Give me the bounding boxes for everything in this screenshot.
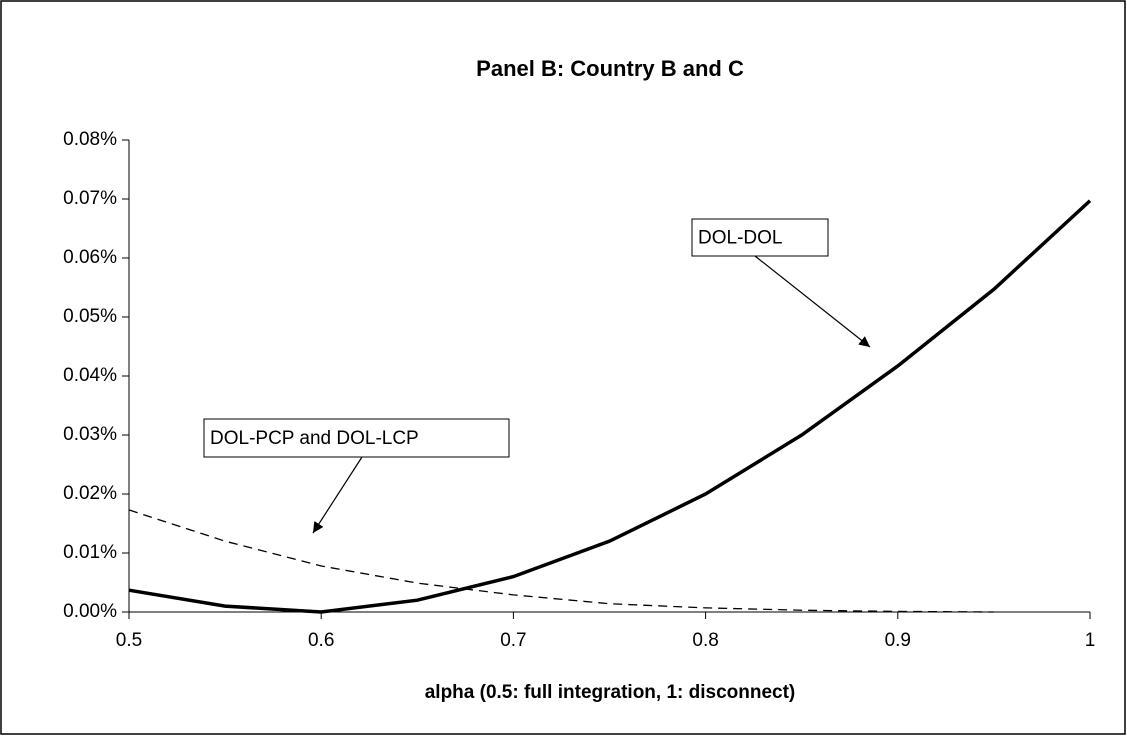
- y-tick-label: 0.03%: [63, 424, 117, 445]
- annotation-arrow: [754, 255, 871, 348]
- annotation-box: [203, 418, 510, 458]
- annotation-box: [691, 218, 829, 257]
- x-tick-label: 1: [1085, 630, 1096, 651]
- y-tick-label: 0.04%: [63, 365, 117, 386]
- series-line: [128, 509, 994, 613]
- x-tick-label: 0.7: [500, 630, 526, 651]
- x-tick-label: 0.8: [692, 630, 718, 651]
- series-annotation: DOL-DOL: [698, 228, 782, 249]
- series-line: [128, 199, 1092, 614]
- y-tick-label: 0.08%: [63, 129, 117, 150]
- chart-title: Panel B: Country B and C: [476, 56, 744, 81]
- y-tick-label: 0.07%: [63, 188, 117, 209]
- y-tick-label: 0.01%: [63, 542, 117, 563]
- y-tick-label: 0.06%: [63, 247, 117, 268]
- y-tick-label: 0.05%: [63, 306, 117, 327]
- x-tick-label: 0.6: [308, 630, 334, 651]
- x-axis-label: alpha (0.5: full integration, 1: disconn…: [425, 682, 796, 703]
- annotation-arrow: [312, 456, 363, 534]
- series-annotation: DOL-PCP and DOL-LCP: [210, 428, 419, 449]
- x-tick-label: 0.9: [885, 630, 911, 651]
- x-tick-label: 0.5: [116, 630, 142, 651]
- y-tick-label: 0.02%: [63, 483, 117, 504]
- y-tick-label: 0.00%: [63, 601, 117, 622]
